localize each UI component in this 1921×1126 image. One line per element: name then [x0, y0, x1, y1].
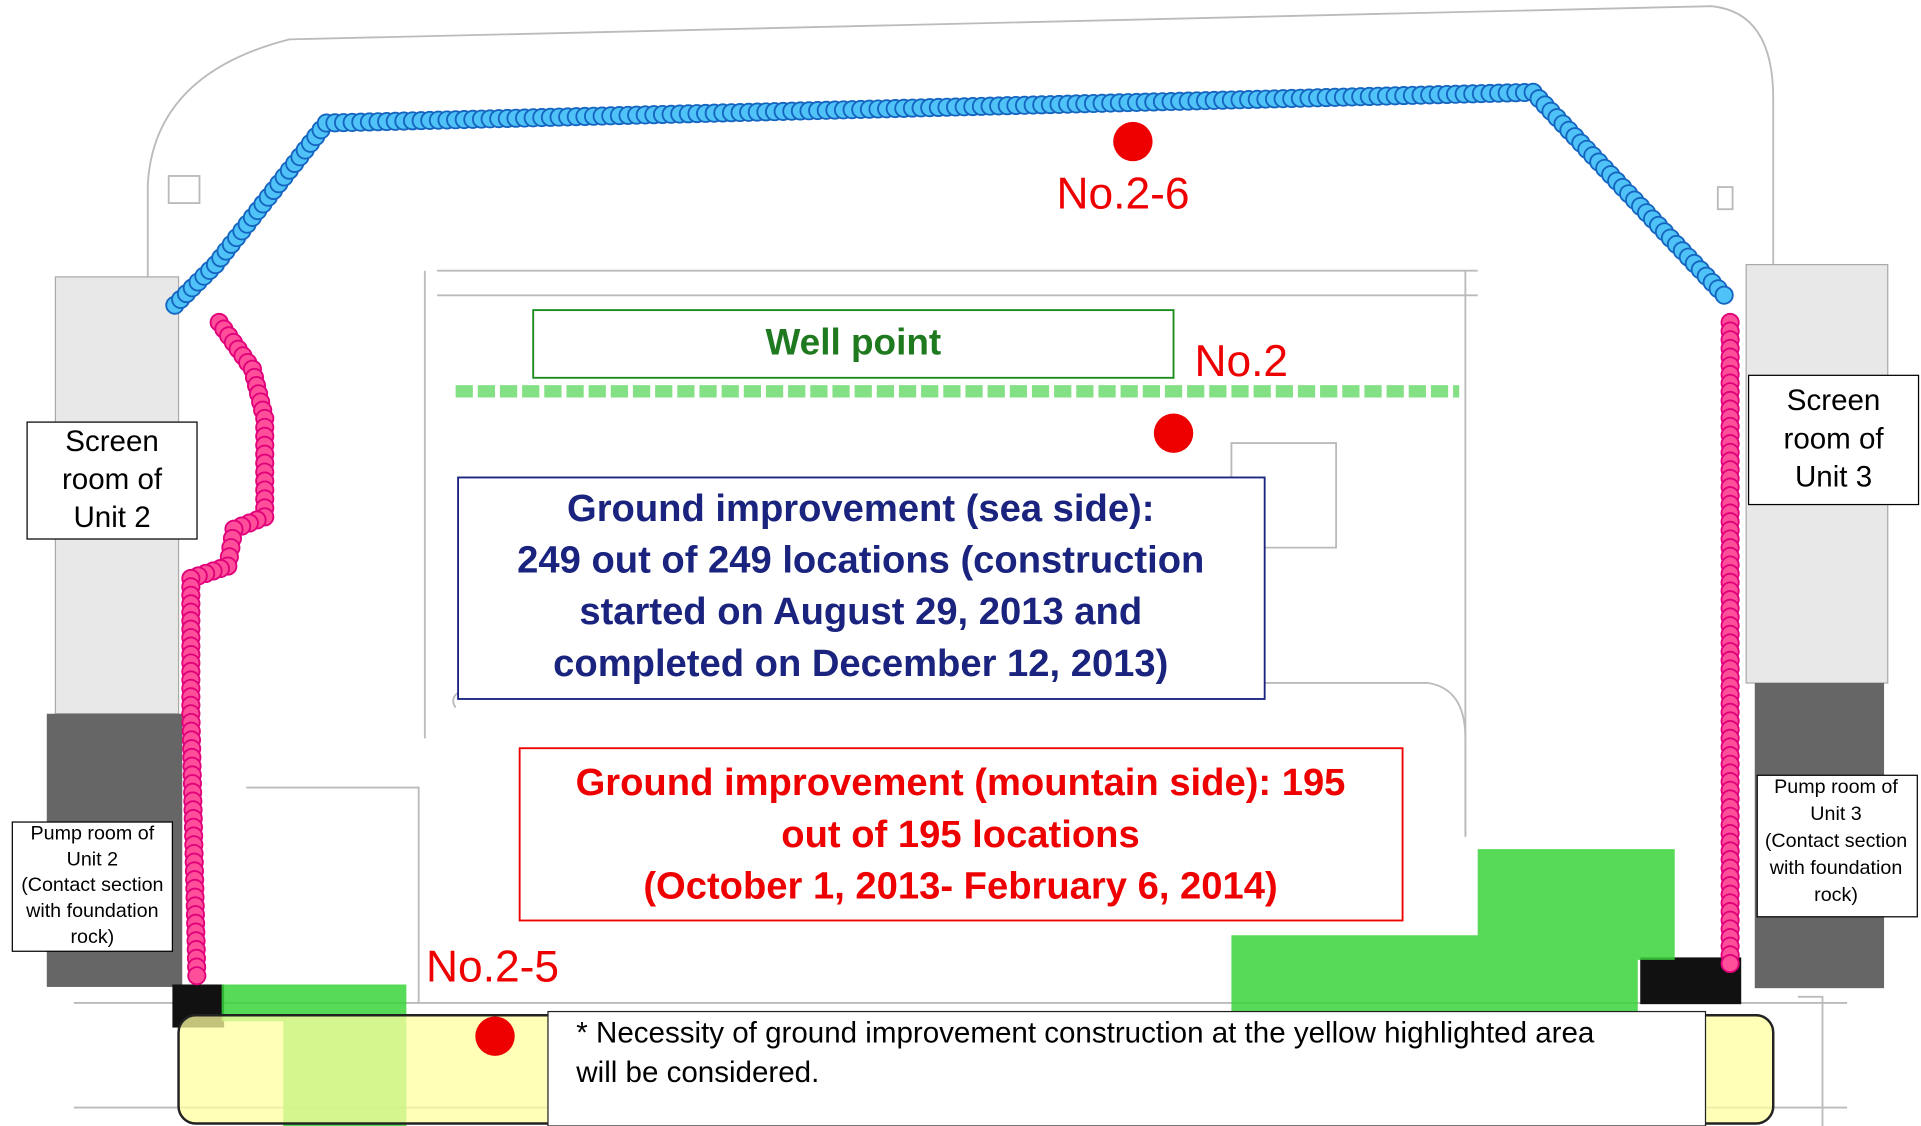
label-line: will be considered. — [575, 1056, 819, 1089]
well-label: No.2-6 — [1057, 170, 1190, 219]
label-line: 249 out of 249 locations (construction — [517, 538, 1204, 581]
pile — [188, 967, 205, 984]
label-line: with foundation — [1769, 857, 1902, 879]
page: {"labels":{"well_point":"Well point","no… — [0, 0, 1921, 1126]
site-map: Well point No.2-6 No.2 No.2-5 Screen room… — [0, 0, 1921, 1126]
pile — [1716, 287, 1733, 304]
label-line: Pump room of — [1774, 776, 1898, 798]
label-line: (October 1, 2013- February 6, 2014) — [643, 865, 1277, 908]
label-line: Unit 2 — [67, 848, 118, 870]
label-line: room of — [1783, 422, 1884, 455]
observation-well — [475, 1016, 514, 1055]
label-line: (Contact section — [1765, 830, 1907, 852]
label-line: Ground improvement (mountain side): 195 — [576, 761, 1346, 804]
label-line: completed on December 12, 2013) — [553, 642, 1168, 685]
label-line: Screen — [1787, 384, 1881, 417]
label-line: Unit 2 — [73, 501, 150, 534]
label-line: Pump room of — [31, 823, 155, 845]
label-line: * Necessity of ground improvement constr… — [576, 1017, 1595, 1050]
label-line: rock) — [70, 926, 114, 948]
label-line: Screen — [65, 425, 159, 458]
label-line: rock) — [1814, 884, 1858, 906]
observation-well — [1113, 122, 1152, 161]
observation-well — [1154, 413, 1193, 452]
label-line: with foundation — [25, 900, 158, 922]
label-line: (Contact section — [21, 874, 163, 896]
label-line: Unit 3 — [1810, 803, 1861, 825]
pile — [1722, 955, 1739, 972]
label-line: room of — [62, 463, 163, 496]
well-label: No.2-5 — [426, 942, 559, 991]
label-line: out of 195 locations — [781, 813, 1139, 856]
well-point-label: Well point — [765, 321, 941, 362]
label-line: started on August 29, 2013 and — [579, 590, 1142, 633]
label-line: Ground improvement (sea side): — [567, 487, 1154, 530]
label-line: Unit 3 — [1795, 461, 1872, 494]
well-label: No.2 — [1194, 337, 1288, 386]
